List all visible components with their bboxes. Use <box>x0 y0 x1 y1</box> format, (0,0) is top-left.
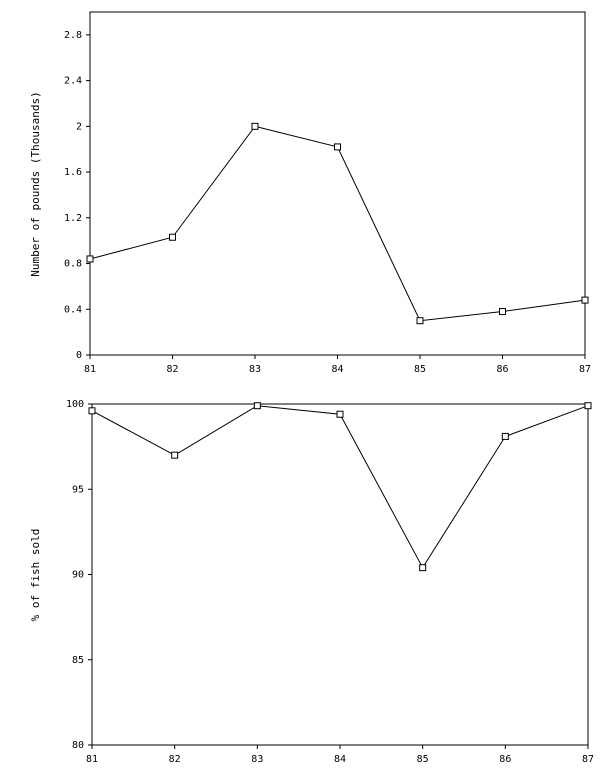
x-tick-label: 86 <box>499 754 511 765</box>
y-tick-label: 0 <box>76 350 82 361</box>
y-tick-label: 80 <box>72 740 84 751</box>
plot-frame <box>89 11 586 356</box>
y-axis-label: % of fish sold <box>29 529 42 622</box>
data-point <box>336 410 344 418</box>
x-tick-label: 86 <box>496 364 508 375</box>
x-tick-label: 82 <box>166 364 178 375</box>
x-tick-label: 85 <box>414 364 426 375</box>
y-tick-label: 2.4 <box>64 76 82 87</box>
y-tick-label: 100 <box>66 399 84 410</box>
data-point <box>501 432 509 440</box>
y-tick-label: 0.4 <box>64 304 82 315</box>
data-point <box>253 402 261 410</box>
y-tick-label: 0.8 <box>64 259 82 270</box>
data-line <box>89 125 586 322</box>
y-tick-label: 85 <box>72 655 84 666</box>
data-point <box>88 407 96 415</box>
data-point <box>416 317 424 325</box>
y-tick-label: 1.2 <box>64 213 82 224</box>
data-point <box>171 451 179 459</box>
x-tick-label: 87 <box>579 364 591 375</box>
data-point <box>169 233 176 241</box>
data-point <box>581 296 589 304</box>
x-tick-label: 81 <box>84 364 96 375</box>
x-tick-label: 87 <box>582 754 594 765</box>
x-tick-label: 81 <box>86 754 98 765</box>
x-tick-label: 84 <box>334 754 346 765</box>
x-tick-label: 83 <box>249 364 261 375</box>
data-point <box>86 255 94 263</box>
data-point <box>419 564 427 572</box>
x-tick-label: 83 <box>251 754 263 765</box>
x-tick-label: 82 <box>169 754 181 765</box>
data-line <box>91 405 589 569</box>
y-tick-label: 95 <box>72 484 84 495</box>
data-point <box>499 308 506 316</box>
y-tick-label: 2.8 <box>64 30 82 41</box>
x-tick-label: 84 <box>331 364 343 375</box>
data-point <box>251 122 259 130</box>
data-point <box>584 402 592 410</box>
x-tick-label: 85 <box>417 754 429 765</box>
y-tick-label: 1.6 <box>64 167 82 178</box>
data-point <box>334 143 341 151</box>
y-axis-label: Number of pounds (Thousands) <box>29 91 42 276</box>
y-tick-label: 90 <box>72 570 84 581</box>
y-tick-label: 2 <box>76 121 82 132</box>
plot-frame <box>91 403 589 746</box>
